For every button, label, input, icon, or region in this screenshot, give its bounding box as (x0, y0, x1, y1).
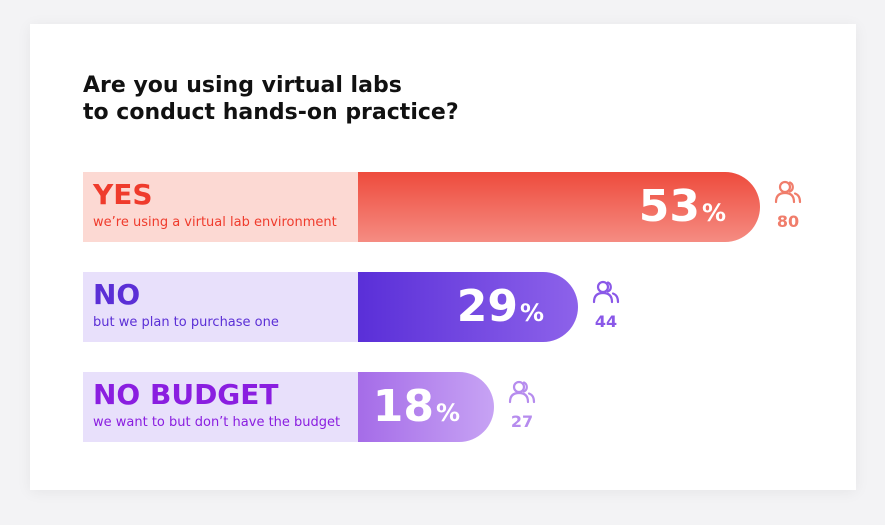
category-description-no-budget: we want to but don’t have the budget (93, 415, 341, 430)
count-value-no-budget: 27 (510, 412, 534, 431)
category-label-no: NO (93, 278, 141, 311)
bar-no-budget: 18% (358, 372, 494, 442)
bar-no: 29% (358, 272, 578, 342)
respondent-count-yes: 80 (770, 172, 810, 242)
category-description-no: but we plan to purchase one (93, 315, 279, 330)
category-description-yes: we’re using a virtual lab environment (93, 215, 337, 230)
label-box-no-budget: NO BUDGET we want to but don’t have the … (83, 372, 358, 442)
count-value-no: 44 (594, 312, 618, 331)
people-icon (592, 280, 620, 304)
percent-label-yes: 53% (638, 181, 726, 232)
people-icon (774, 180, 802, 204)
respondent-count-no: 44 (588, 272, 628, 342)
respondent-count-no-budget: 27 (504, 372, 544, 442)
chart-title-line-1: Are you using virtual labs (83, 73, 402, 98)
percent-label-no-budget: 18% (372, 381, 460, 432)
people-icon (508, 380, 536, 404)
category-label-yes: YES (93, 178, 153, 211)
percent-label-no: 29% (456, 281, 544, 332)
category-label-no-budget: NO BUDGET (93, 378, 279, 411)
bar-yes: 53% (358, 172, 760, 242)
count-value-yes: 80 (776, 212, 800, 231)
label-box-no: NO but we plan to purchase one (83, 272, 358, 342)
chart-title-line-2: to conduct hands-on practice? (83, 100, 459, 125)
chart-title: Are you using virtual labs to conduct ha… (83, 72, 459, 126)
label-box-yes: YES we’re using a virtual lab environmen… (83, 172, 358, 242)
